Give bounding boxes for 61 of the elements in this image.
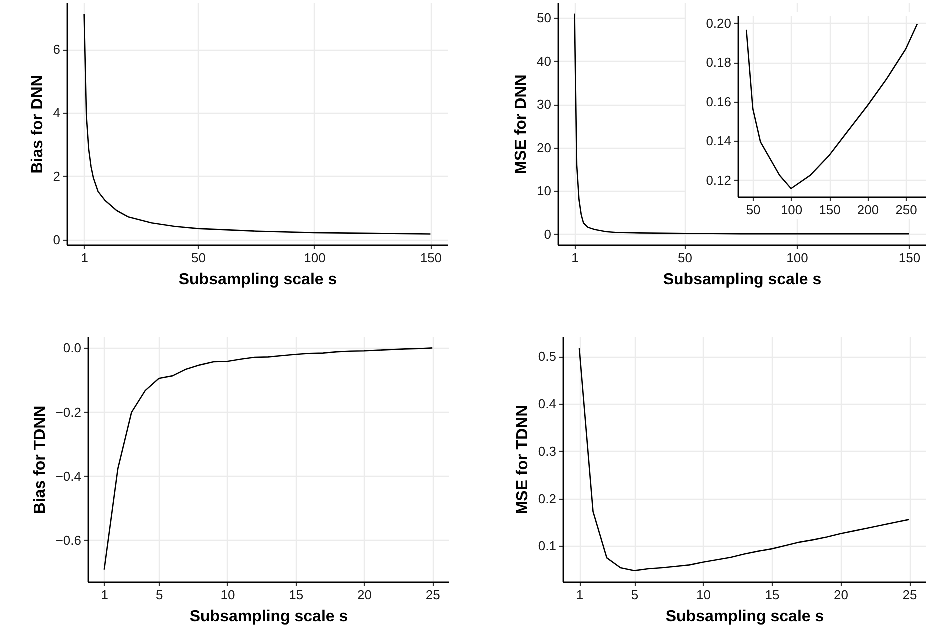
y-tick-label: 0.12	[706, 172, 732, 188]
y-tick-label: 0	[53, 232, 60, 248]
y-tick-label: 4	[53, 106, 60, 121]
y-tick-label: 0.4	[538, 396, 556, 412]
x-tick-label: 100	[786, 250, 808, 266]
y-tick-label: 0.3	[538, 444, 556, 459]
y-tick-label: 0.2	[538, 491, 556, 506]
x-tick-label: 50	[746, 202, 761, 218]
line-series	[578, 348, 910, 572]
y-tick-label: 0.5	[538, 349, 556, 364]
y-tick-label: 0.18	[706, 55, 732, 70]
y-axis-title: MSE for DNN	[513, 74, 530, 174]
y-axis-title: Bias for TDNN	[32, 406, 49, 514]
y-tick-label: 30	[537, 97, 552, 112]
x-tick-label: 10	[696, 588, 711, 602]
x-tick-label: 50	[191, 250, 206, 266]
y-tick-label: 0.16	[706, 94, 732, 110]
y-tick-label: 0.1	[538, 538, 556, 554]
y-tick-label: 50	[537, 10, 552, 26]
x-tick-label: 1	[81, 250, 88, 266]
x-tick-label: 200	[857, 202, 880, 218]
x-tick-label: 25	[426, 588, 440, 602]
x-tick-label: 100	[780, 202, 803, 218]
x-tick-label: 250	[896, 202, 918, 218]
x-tick-label: 150	[898, 250, 921, 266]
x-tick-label: 1	[572, 250, 579, 266]
line-series	[746, 24, 918, 190]
x-tick-label: 1	[101, 588, 109, 602]
line-series	[84, 13, 432, 235]
y-tick-label: −0.6	[56, 532, 82, 548]
x-tick-label: 50	[678, 250, 692, 266]
x-axis-title: Subsampling scale s	[666, 608, 824, 626]
x-tick-label: 20	[834, 588, 848, 602]
x-tick-label: 20	[357, 588, 372, 602]
y-tick-label: 0.20	[706, 16, 732, 31]
x-axis-title: Subsampling scale s	[178, 272, 338, 288]
line-series	[104, 348, 434, 570]
y-tick-label: 10	[537, 184, 552, 199]
y-axis-title: Bias for DNN	[29, 75, 46, 174]
x-tick-label: 15	[289, 588, 304, 602]
x-tick-label: 25	[902, 588, 918, 602]
x-tick-label: 5	[631, 588, 639, 602]
y-tick-label: 0.0	[63, 340, 82, 356]
y-tick-label: 20	[537, 140, 552, 156]
x-tick-label: 1	[576, 588, 584, 602]
y-tick-label: −0.4	[56, 468, 82, 484]
y-tick-label: 6	[53, 42, 60, 58]
y-tick-label: 0.14	[706, 134, 732, 149]
y-tick-label: 40	[537, 54, 552, 69]
y-tick-label: 2	[53, 168, 60, 184]
y-axis-title: MSE for TDNN	[514, 405, 532, 515]
x-axis-title: Subsampling scale s	[190, 608, 348, 626]
x-tick-label: 100	[304, 250, 326, 266]
x-tick-label: 150	[819, 202, 841, 218]
y-tick-label: 0	[544, 226, 552, 242]
y-tick-label: −0.2	[56, 404, 82, 420]
x-tick-label: 10	[220, 588, 236, 602]
x-tick-label: 15	[765, 588, 780, 602]
x-axis-title: Subsampling scale s	[663, 272, 822, 288]
x-tick-label: 150	[420, 250, 442, 266]
x-tick-label: 5	[156, 588, 164, 602]
